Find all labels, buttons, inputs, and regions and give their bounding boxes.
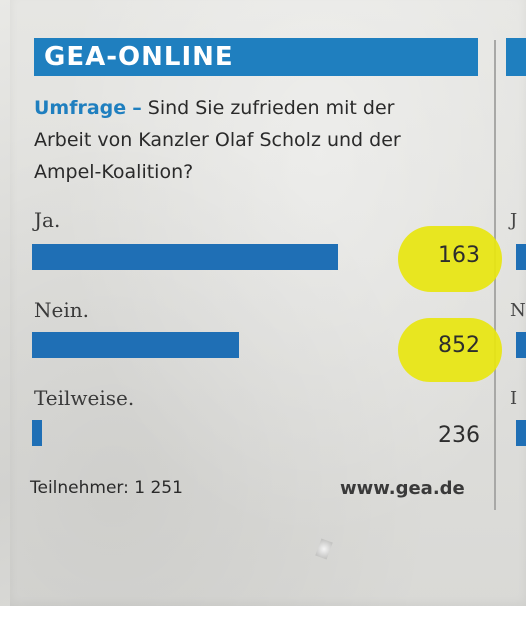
option-label-nein: Nein. (34, 298, 89, 322)
survey-question: Umfrage – Sind Sie zufrieden mit der Arb… (34, 92, 484, 188)
highlight-ja (398, 226, 502, 292)
header-bar (34, 38, 478, 76)
bottom-strip (0, 606, 526, 628)
question-line-1: Sind Sie zufrieden mit der (147, 97, 395, 119)
adjacent-column-fragment: J (510, 210, 518, 231)
website-label: www.gea.de (340, 478, 465, 499)
question-line-2: Arbeit von Kanzler Olaf Scholz und der (34, 129, 401, 151)
option-label-ja: Ja. (34, 208, 61, 232)
result-bar-teilweise (32, 420, 42, 446)
adjacent-column-fragment: I (510, 388, 518, 409)
result-value-nein: 852 (438, 333, 480, 358)
adjacent-column-bar (516, 332, 526, 358)
adjacent-column-bar (516, 244, 526, 270)
result-bar-nein (32, 332, 239, 358)
highlight-nein (398, 318, 502, 382)
header-title: GEA-ONLINE (44, 42, 234, 72)
adjacent-column-header (506, 38, 526, 76)
question-line-3: Ampel-Koalition? (34, 161, 194, 183)
adjacent-column-fragment: N (510, 300, 526, 321)
option-label-teilweise: Teilweise. (34, 386, 135, 410)
newspaper-clipping (10, 0, 526, 610)
survey-keyword: Umfrage (34, 97, 127, 119)
result-value-ja: 163 (438, 243, 480, 268)
participants-count: Teilnehmer: 1 251 (30, 478, 183, 498)
survey-dash: – (132, 97, 142, 119)
result-value-teilweise: 236 (438, 423, 480, 448)
adjacent-column-bar (516, 420, 526, 446)
result-bar-ja (32, 244, 338, 270)
